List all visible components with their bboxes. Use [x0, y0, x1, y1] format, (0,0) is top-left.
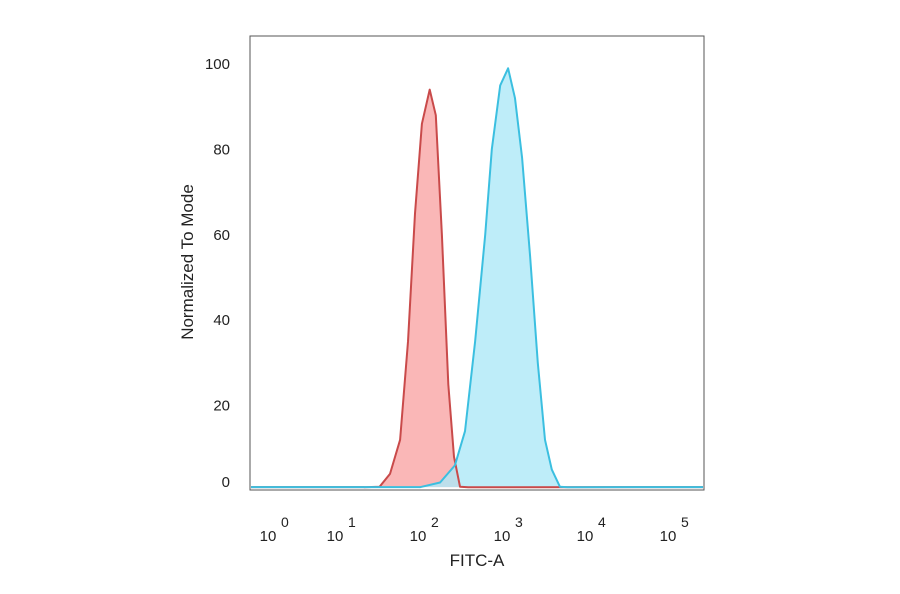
- x-tick-exponent: 1: [348, 514, 356, 530]
- x-tick-label: 10: [260, 528, 277, 545]
- x-tick-exponent: 3: [515, 514, 523, 530]
- plot-frame: [249, 35, 705, 491]
- series-2-fill: [251, 68, 703, 488]
- y-tick-label: 40: [213, 312, 230, 329]
- plot-area: [251, 67, 704, 489]
- y-tick-label: 100: [205, 56, 230, 73]
- x-tick-label: 10: [410, 528, 427, 545]
- y-tick-label: 80: [213, 141, 230, 158]
- x-tick-label: 10: [660, 528, 677, 545]
- x-tick-label: 10: [327, 528, 344, 545]
- y-axis-label: Normalized To Mode: [178, 184, 197, 340]
- x-tick-exponent: 5: [681, 514, 689, 530]
- x-axis-label: FITC-A: [450, 551, 505, 570]
- x-tick-label: 10: [494, 528, 511, 545]
- y-tick-label: 0: [222, 474, 230, 491]
- y-axis: 0 20 40 60 80 100: [205, 56, 230, 491]
- y-tick-label: 20: [213, 398, 230, 415]
- y-tick-label: 60: [213, 227, 230, 244]
- x-tick-exponent: 4: [598, 514, 606, 530]
- x-tick-label: 10: [577, 528, 594, 545]
- x-tick-exponent: 2: [431, 514, 439, 530]
- x-tick-exponent: 0: [281, 514, 289, 530]
- series-2-line: [251, 67, 704, 489]
